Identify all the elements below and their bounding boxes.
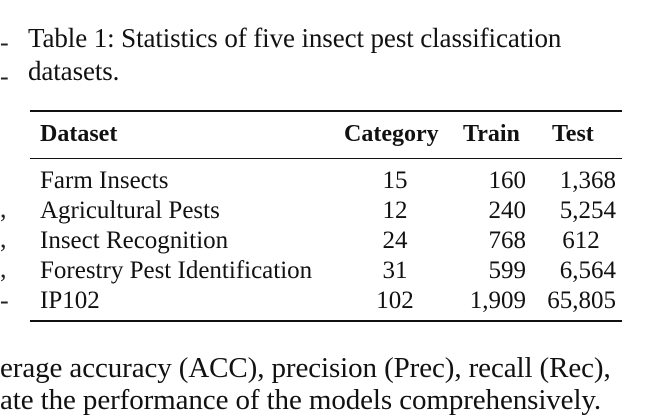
cell-dataset: IP102: [40, 287, 100, 314]
body-text-line-2: ate the performance of the models compre…: [0, 384, 602, 416]
body-text-line-1: erage accuracy (ACC), precision (Prec), …: [0, 352, 611, 384]
table-bottom-rule: [30, 320, 622, 322]
cell-category: 24: [382, 227, 408, 254]
cell-dataset: Insect Recognition: [40, 227, 229, 254]
cell-category: 102: [376, 287, 414, 314]
cell-dataset: Agricultural Pests: [40, 197, 220, 224]
header-dataset: Dataset: [40, 121, 118, 147]
cell-category: 12: [382, 197, 408, 224]
cell-test: 1,368: [559, 167, 616, 194]
cell-train: 240: [488, 197, 527, 224]
cell-dataset: Farm Insects: [40, 167, 169, 194]
cell-category: 31: [382, 257, 408, 284]
table-caption: Table 1: Statistics of five insect pest …: [28, 22, 648, 88]
cropped-margin-mark: ,: [0, 194, 7, 223]
cell-train: 160: [488, 167, 527, 194]
cropped-margin-mark: -: [0, 286, 9, 315]
header-train: Train: [463, 121, 520, 147]
cell-test: 65,805: [547, 287, 616, 314]
cell-test: 6,564: [559, 257, 616, 284]
table-header-rule: [30, 158, 622, 159]
table-top-rule: [30, 110, 622, 112]
cell-dataset: Forestry Pest Identification: [40, 257, 313, 284]
cropped-margin-mark: -: [0, 62, 9, 91]
cell-train: 599: [488, 257, 527, 284]
cell-test: 612: [562, 227, 600, 254]
header-category: Category: [344, 121, 439, 147]
cell-train: 768: [488, 227, 527, 254]
cell-category: 15: [382, 167, 408, 194]
header-test: Test: [552, 121, 594, 147]
caption-line-2: datasets.: [28, 56, 120, 86]
caption-line-1: Table 1: Statistics of five insect pest …: [28, 23, 562, 53]
cropped-margin-mark: ,: [0, 224, 7, 253]
cropped-margin-mark: ,: [0, 254, 7, 283]
cell-test: 5,254: [559, 197, 616, 224]
cell-train: 1,909: [469, 287, 526, 314]
cropped-margin-mark: -: [0, 28, 9, 57]
